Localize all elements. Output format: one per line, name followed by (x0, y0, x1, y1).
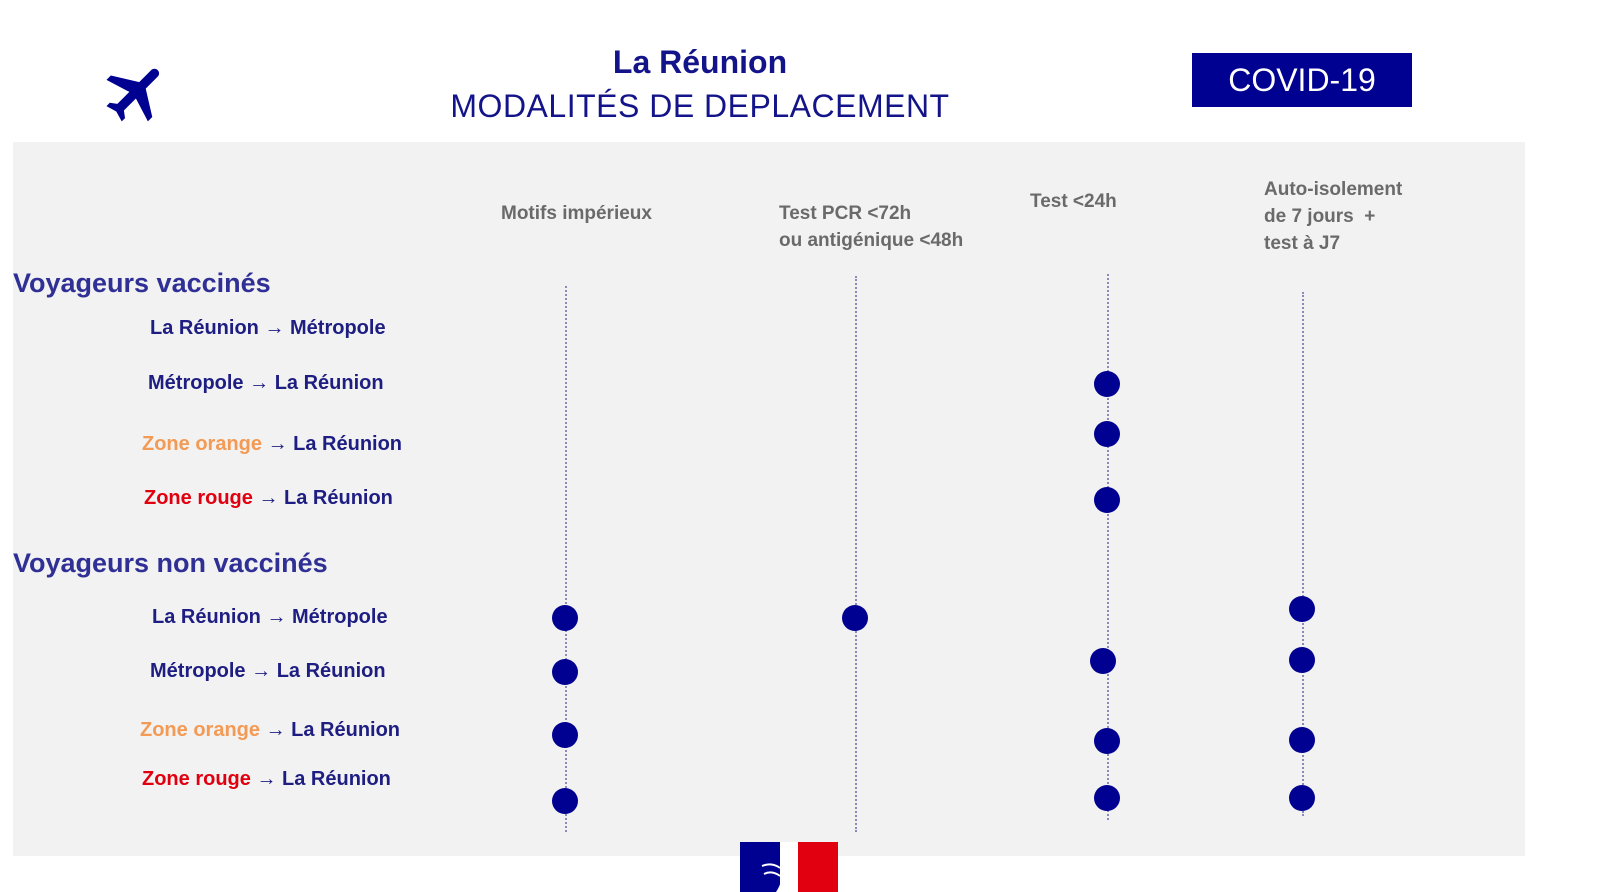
row-label: Zone orange → La Réunion (140, 719, 400, 742)
group-title-vaccinated: Voyageurs vaccinés (13, 268, 271, 298)
column-header-test-pcr: Test PCR <72h ou antigénique <48h (779, 203, 964, 251)
row-label: Zone rouge → La Réunion (142, 768, 391, 791)
column-header-test-24h: Test <24h (1030, 191, 1117, 212)
group-title-unvaccinated: Voyageurs non vaccinés (13, 548, 328, 578)
requirement-dot (1094, 728, 1120, 754)
row-label: Métropole → La Réunion (148, 372, 384, 395)
row-origin: Métropole (148, 372, 244, 394)
arrow-icon: → (249, 372, 270, 394)
requirement-dot (552, 605, 578, 631)
row-origin: Zone rouge (142, 768, 251, 790)
matrix-panel (13, 142, 1525, 856)
requirement-dot (552, 788, 578, 814)
arrow-icon: → (265, 719, 286, 741)
arrow-icon: → (256, 768, 277, 790)
requirement-dot (1094, 371, 1120, 397)
covid-badge: COVID-19 (1192, 53, 1412, 107)
row-label: Zone orange → La Réunion (142, 433, 402, 456)
requirement-dot (842, 605, 868, 631)
requirement-dot (1289, 785, 1315, 811)
requirement-dot (1094, 785, 1120, 811)
requirement-dot (1289, 727, 1315, 753)
row-destination: La Réunion (293, 433, 403, 455)
row-destination: La Réunion (282, 768, 391, 790)
row-label: La Réunion → Métropole (150, 317, 386, 340)
row-label: Métropole → La Réunion (150, 660, 386, 683)
row-destination: La Réunion (276, 660, 386, 682)
column-line (1107, 274, 1109, 820)
row-destination: La Réunion (274, 372, 384, 394)
row-origin: La Réunion (150, 317, 259, 339)
marianne-logo (740, 842, 838, 892)
requirement-dot (552, 659, 578, 685)
column-line (855, 276, 857, 832)
row-destination: Métropole (292, 606, 388, 628)
row-label: Zone rouge → La Réunion (144, 487, 393, 510)
arrow-icon: → (266, 606, 287, 628)
row-origin: Métropole (150, 660, 246, 682)
arrow-icon: → (267, 433, 288, 455)
page-subtitle: MODALITÉS DE DEPLACEMENT (450, 88, 950, 124)
arrow-icon: → (251, 660, 272, 682)
arrow-icon: → (258, 487, 279, 509)
row-destination: La Réunion (291, 719, 401, 741)
page-title: La Réunion (612, 44, 788, 80)
column-line (565, 286, 567, 832)
row-origin: Zone rouge (144, 487, 253, 509)
requirement-dot (1289, 647, 1315, 673)
column-header-auto-isolement: Auto-isolement de 7 jours + test à J7 (1264, 179, 1403, 254)
row-label: La Réunion → Métropole (152, 606, 388, 629)
row-origin: Zone orange (140, 719, 261, 741)
column-header-motifs: Motifs impérieux (501, 203, 652, 224)
row-destination: Métropole (290, 317, 386, 339)
requirement-dot (1289, 596, 1315, 622)
row-destination: La Réunion (284, 487, 393, 509)
airplane-icon (106, 68, 160, 122)
column-line (1302, 292, 1304, 816)
requirement-dot (1094, 421, 1120, 447)
row-origin: Zone orange (142, 433, 263, 455)
requirement-dot (1090, 648, 1116, 674)
requirement-dot (1094, 487, 1120, 513)
header-title-block: La Réunion MODALITÉS DE DEPLACEMENT (400, 42, 1000, 130)
requirement-dot (552, 722, 578, 748)
row-origin: La Réunion (152, 606, 261, 628)
arrow-icon: → (264, 317, 285, 339)
